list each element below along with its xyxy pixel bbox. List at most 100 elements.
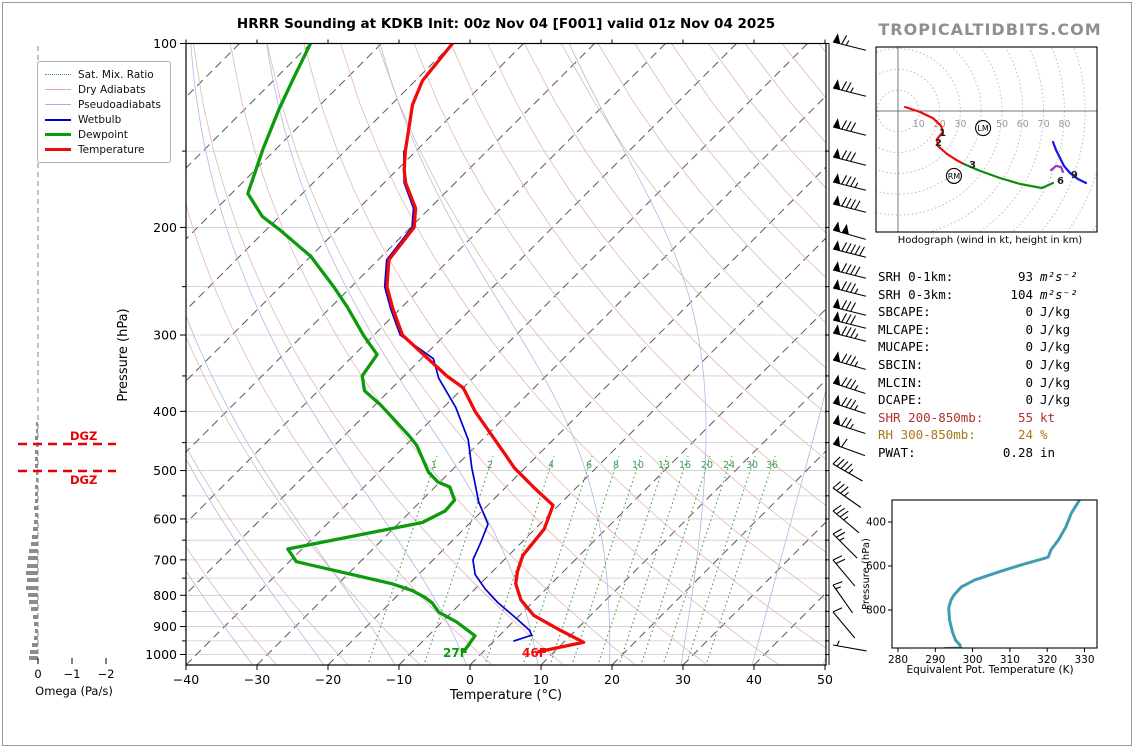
dewpoint-line-icon <box>45 133 71 136</box>
omega-axis-label: Omega (Pa/s) <box>35 684 113 698</box>
mixing-ratio-line <box>523 455 593 663</box>
hodograph-trace-0-3km <box>904 105 965 166</box>
stat-unit: J/kg <box>1040 374 1071 390</box>
thetae-ytick-label: 400 <box>866 517 886 529</box>
omega-bar <box>28 556 38 560</box>
legend-item-temperature: Temperature <box>45 142 161 157</box>
omega-bar <box>27 578 38 582</box>
mixing-ratio-label: 8 <box>613 460 619 471</box>
temp-tick-label: 50 <box>817 672 833 687</box>
dry-adiabat-line <box>186 545 278 665</box>
legend-item-sat-mix-ratio: Sat. Mix. Ratio <box>45 67 161 82</box>
wind-barb <box>832 607 856 639</box>
omega-bar <box>32 535 38 539</box>
dgz-label-lower: DGZ <box>70 473 98 487</box>
mixing-ratio-line <box>686 455 756 663</box>
wind-barb <box>832 279 867 297</box>
pseudoadiabat-line <box>379 43 611 665</box>
stat-label: RH 300-850mb: <box>878 427 976 443</box>
page-title: HRRR Sounding at KDKB Init: 00z Nov 04 [… <box>236 16 776 32</box>
hodograph-trace-6-9km <box>1051 140 1088 185</box>
hodograph-caption: Hodograph (wind in kt, height in km) <box>897 235 1083 246</box>
omega-bar <box>26 571 38 575</box>
omega-tick-label: −2 <box>98 667 115 681</box>
mixing-ratio-line <box>663 455 733 663</box>
stat-row: RH 300-850mb: 24% <box>878 426 1098 444</box>
mixing-ratio-line <box>706 455 776 663</box>
hodograph-ring-label: 30 <box>954 119 966 130</box>
omega-bar <box>36 471 38 475</box>
stat-row: SHR 200-850mb: 55 kt <box>878 409 1098 427</box>
wind-barb <box>832 173 867 191</box>
pressure-tick-label: 100 <box>153 36 177 51</box>
stat-value: 0 <box>1025 392 1033 408</box>
mixing-ratio-label: 10 <box>632 460 644 471</box>
dgz-label-upper: DGZ <box>70 429 98 443</box>
stat-unit: in <box>1040 444 1056 460</box>
wind-barb <box>832 148 867 166</box>
omega-bar <box>33 527 38 531</box>
omega-bar <box>36 429 38 433</box>
omega-bar <box>29 656 38 660</box>
omega-bar <box>35 450 38 454</box>
legend-label: Dry Adiabats <box>78 83 146 96</box>
legend-item-wetbulb: Wetbulb <box>45 112 161 127</box>
thetae-xtick-label: 290 <box>925 654 945 666</box>
isotherm-line <box>611 450 826 665</box>
thetae-ytick-label: 800 <box>866 605 886 617</box>
thetae-ytick-label: 600 <box>866 561 886 573</box>
omega-bar <box>32 643 38 647</box>
temp-tick-label: 40 <box>746 672 762 687</box>
stat-unit: J/kg <box>1040 304 1071 320</box>
omega-bar <box>35 499 38 503</box>
hodograph-ring-label: 70 <box>1038 119 1050 130</box>
wind-barb <box>832 555 856 587</box>
pseudoadiabat-line <box>186 314 396 665</box>
hodograph-frame <box>875 46 1098 233</box>
stat-row: DCAPE: 0 J/kg <box>878 391 1098 409</box>
temp-tick-label: 10 <box>533 672 549 687</box>
dry-adiabat-line <box>450 43 826 507</box>
dewpoint-curve <box>246 43 477 653</box>
thetae-area <box>943 500 1081 648</box>
stat-unit: J/kg <box>1040 321 1071 337</box>
omega-bar <box>36 422 38 426</box>
hodograph-marker-RM: RM <box>948 172 961 181</box>
stat-unit: m²s⁻² <box>1040 269 1078 284</box>
mixing-ratio-label: 24 <box>723 460 735 471</box>
isotherm-line <box>186 43 666 524</box>
isotherm-line <box>186 43 595 453</box>
dry-adiabat-line <box>340 43 826 649</box>
wind-barb <box>832 79 867 97</box>
branding-logo: TROPICALTIDBITS.COM <box>878 20 1102 39</box>
legend-label: Wetbulb <box>78 113 122 126</box>
pressure-tick-label: 700 <box>153 552 177 567</box>
mixing-ratio-label: 20 <box>701 460 713 471</box>
stat-label: SBCAPE: <box>878 304 931 320</box>
temp-tick-label: 30 <box>675 672 691 687</box>
stat-label: MLCAPE: <box>878 321 931 337</box>
omega-tick-label: 0 <box>34 667 41 681</box>
isotherm-line <box>186 43 453 311</box>
pseudoadiabat-line <box>568 43 707 665</box>
stat-label: SRH 0-1km: <box>878 269 954 284</box>
isotherm-line <box>398 237 826 665</box>
wind-barb <box>832 414 866 435</box>
wind-barb <box>832 504 860 534</box>
legend-box: Sat. Mix. Ratio Dry Adiabats Pseudoadiab… <box>37 61 171 163</box>
temperature-axis-label: Temperature (°C) <box>449 688 563 703</box>
pseudoadiabat-line <box>186 570 254 665</box>
stat-label: SRH 0-3km: <box>878 286 954 302</box>
stat-row: SBCAPE: 0 J/kg <box>878 303 1098 321</box>
pressure-tick-label: 800 <box>153 588 177 603</box>
omega-bar <box>34 506 38 510</box>
temp-tick-label: 0 <box>466 672 474 687</box>
wind-barb <box>832 481 862 508</box>
pseudoadiabat-line <box>751 388 826 665</box>
mixing-ratio-label: 36 <box>766 460 778 471</box>
stat-value: 0 <box>1025 374 1033 390</box>
isotherm-line <box>186 43 524 382</box>
mixing-ratio-line <box>598 455 668 663</box>
